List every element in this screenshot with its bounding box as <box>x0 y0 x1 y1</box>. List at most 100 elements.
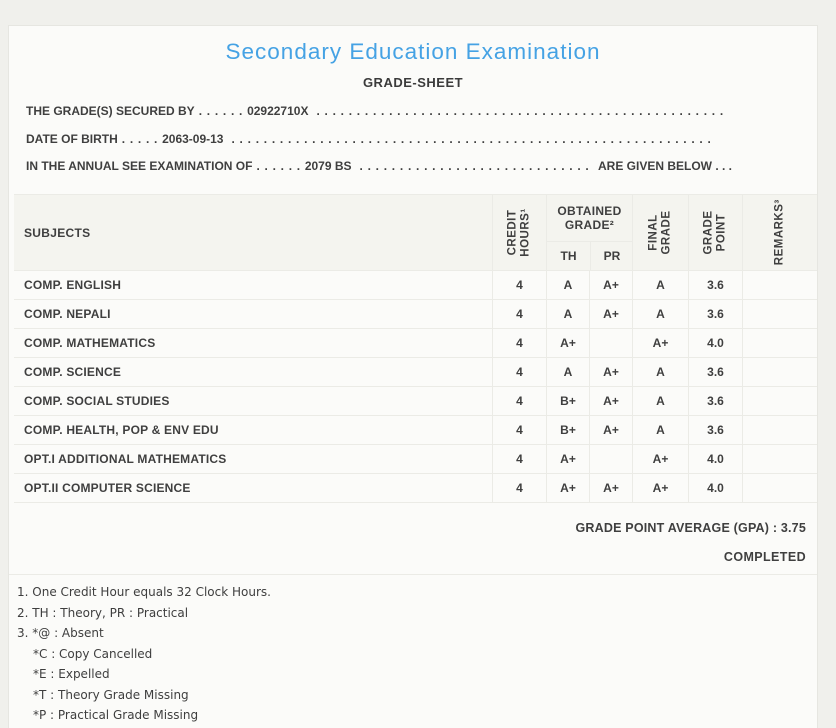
footnote-expelled: *E : Expelled <box>33 667 110 681</box>
remarks-cell <box>742 474 817 502</box>
practical-grade-cell: A+ <box>589 416 632 444</box>
final-grade-cell: A+ <box>632 445 688 473</box>
remarks-cell <box>742 271 817 299</box>
practical-grade-cell <box>589 329 632 357</box>
subject-cell: COMP. NEPALI <box>24 307 111 321</box>
table-row: OPT.II COMPUTER SCIENCE 4 A+ A+ A+ 4.0 <box>14 474 817 503</box>
footnote-th-pr: 2. TH : Theory, PR : Practical <box>17 605 189 620</box>
credit-hours-cell: 4 <box>492 445 546 473</box>
theory-grade-cell: B+ <box>546 416 589 444</box>
grade-sheet-panel: Secondary Education Examination GRADE-SH… <box>8 25 818 728</box>
grade-point-cell: 4.0 <box>688 445 742 473</box>
dots-separator: . . . . . <box>121 132 159 146</box>
examination-year-value: 2079 BS <box>304 159 352 173</box>
final-grade-cell: A <box>632 300 688 328</box>
practical-grade-cell <box>589 445 632 473</box>
status-completed: COMPLETED <box>723 550 806 564</box>
credit-hours-cell: 4 <box>492 358 546 386</box>
col-header-credit-hours: CREDIT HOURS¹ <box>492 195 546 270</box>
credit-hours-cell: 4 <box>492 387 546 415</box>
col-header-practical: PR <box>590 242 633 270</box>
subject-cell: OPT.II COMPUTER SCIENCE <box>24 481 191 495</box>
theory-grade-cell: B+ <box>546 387 589 415</box>
final-grade-cell: A <box>632 387 688 415</box>
table-row: COMP. SCIENCE 4 A A+ A 3.6 <box>14 358 817 387</box>
col-header-remarks: REMARKS³ <box>742 195 817 270</box>
subject-cell: COMP. ENGLISH <box>24 278 122 292</box>
table-header-row: SUBJECTS CREDIT HOURS¹ OBTAINED GRADE² T… <box>14 194 817 271</box>
page-title: Secondary Education Examination <box>225 39 601 64</box>
final-grade-cell: A <box>632 358 688 386</box>
practical-grade-cell: A+ <box>589 387 632 415</box>
grades-table: SUBJECTS CREDIT HOURS¹ OBTAINED GRADE² T… <box>14 194 817 503</box>
secured-by-label: THE GRADE(S) SECURED BY <box>26 104 195 118</box>
credit-hours-cell: 4 <box>492 474 546 502</box>
table-row: COMP. SOCIAL STUDIES 4 B+ A+ A 3.6 <box>14 387 817 416</box>
grade-point-cell: 3.6 <box>688 387 742 415</box>
dots-separator: . . . . . . <box>198 104 244 118</box>
table-row: OPT.I ADDITIONAL MATHEMATICS 4 A+ A+ 4.0 <box>14 445 817 474</box>
credit-hours-cell: 4 <box>492 329 546 357</box>
final-grade-cell: A+ <box>632 474 688 502</box>
theory-grade-cell: A+ <box>546 445 589 473</box>
footnote-practical-missing: *P : Practical Grade Missing <box>33 708 199 722</box>
section-divider <box>9 574 817 575</box>
practical-grade-cell: A+ <box>589 300 632 328</box>
table-row: COMP. NEPALI 4 A A+ A 3.6 <box>14 300 817 329</box>
info-line-secured-by: THE GRADE(S) SECURED BY . . . . . . 0292… <box>26 104 725 120</box>
remarks-cell <box>742 300 817 328</box>
footnote-credit-hour: 1. One Credit Hour equals 32 Clock Hours… <box>17 585 271 599</box>
grade-point-cell: 4.0 <box>688 474 742 502</box>
grade-point-cell: 4.0 <box>688 329 742 357</box>
remarks-cell <box>742 416 817 444</box>
theory-grade-cell: A+ <box>546 329 589 357</box>
remarks-cell <box>742 358 817 386</box>
table-row: COMP. ENGLISH 4 A A+ A 3.6 <box>14 271 817 300</box>
grade-point-cell: 3.6 <box>688 300 742 328</box>
date-of-birth-label: DATE OF BIRTH <box>26 132 118 146</box>
col-header-final-grade: FINAL GRADE <box>632 195 688 270</box>
theory-grade-cell: A+ <box>546 474 589 502</box>
gpa-summary: GRADE POINT AVERAGE (GPA) : 3.75 <box>575 521 806 535</box>
practical-grade-cell: A+ <box>589 358 632 386</box>
col-header-theory: TH <box>560 249 577 263</box>
dots-fill: . . . . . . . . . . . . . . . . . . . . … <box>359 159 593 173</box>
are-given-below-label: ARE GIVEN BELOW . . . <box>597 159 732 173</box>
page-subtitle: GRADE-SHEET <box>362 75 464 90</box>
table-row: COMP. HEALTH, POP & ENV EDU 4 B+ A+ A 3.… <box>14 416 817 445</box>
info-line-date-of-birth: DATE OF BIRTH . . . . . 2063-09-13 . . .… <box>26 132 715 148</box>
credit-hours-cell: 4 <box>492 416 546 444</box>
dots-fill: . . . . . . . . . . . . . . . . . . . . … <box>231 132 715 146</box>
practical-grade-cell: A+ <box>589 271 632 299</box>
credit-hours-cell: 4 <box>492 271 546 299</box>
credit-hours-cell: 4 <box>492 300 546 328</box>
footnotes: 1. One Credit Hour equals 32 Clock Hours… <box>17 582 271 726</box>
footnote-theory-missing: *T : Theory Grade Missing <box>33 687 189 702</box>
table-row: COMP. MATHEMATICS 4 A+ A+ 4.0 <box>14 329 817 358</box>
obtained-grade-subheaders: TH PR <box>547 241 632 270</box>
footnote-absent: 3. *@ : Absent <box>17 626 104 640</box>
date-of-birth-value: 2063-09-13 <box>162 132 224 146</box>
subject-cell: COMP. SOCIAL STUDIES <box>24 394 170 408</box>
final-grade-cell: A <box>632 416 688 444</box>
info-line-examination-year: IN THE ANNUAL SEE EXAMINATION OF . . . .… <box>26 159 732 175</box>
subject-cell: OPT.I ADDITIONAL MATHEMATICS <box>24 452 227 466</box>
col-header-obtained-grade: OBTAINED GRADE² TH PR <box>546 195 632 270</box>
subject-cell: COMP. SCIENCE <box>24 365 122 379</box>
theory-grade-cell: A <box>546 358 589 386</box>
final-grade-cell: A <box>632 271 688 299</box>
final-grade-cell: A+ <box>632 329 688 357</box>
footnote-copy-cancelled: *C : Copy Cancelled <box>33 646 153 661</box>
dots-fill: . . . . . . . . . . . . . . . . . . . . … <box>316 104 725 118</box>
remarks-cell <box>742 387 817 415</box>
grade-point-cell: 3.6 <box>688 271 742 299</box>
dots-separator: . . . . . . <box>256 159 301 173</box>
subject-cell: COMP. MATHEMATICS <box>24 336 156 350</box>
grade-point-cell: 3.6 <box>688 416 742 444</box>
col-header-grade-point: GRADE POINT <box>688 195 742 270</box>
examination-of-label: IN THE ANNUAL SEE EXAMINATION OF <box>26 159 253 173</box>
remarks-cell <box>742 445 817 473</box>
theory-grade-cell: A <box>546 271 589 299</box>
remarks-cell <box>742 329 817 357</box>
symbol-number-value: 02922710X <box>247 104 309 118</box>
